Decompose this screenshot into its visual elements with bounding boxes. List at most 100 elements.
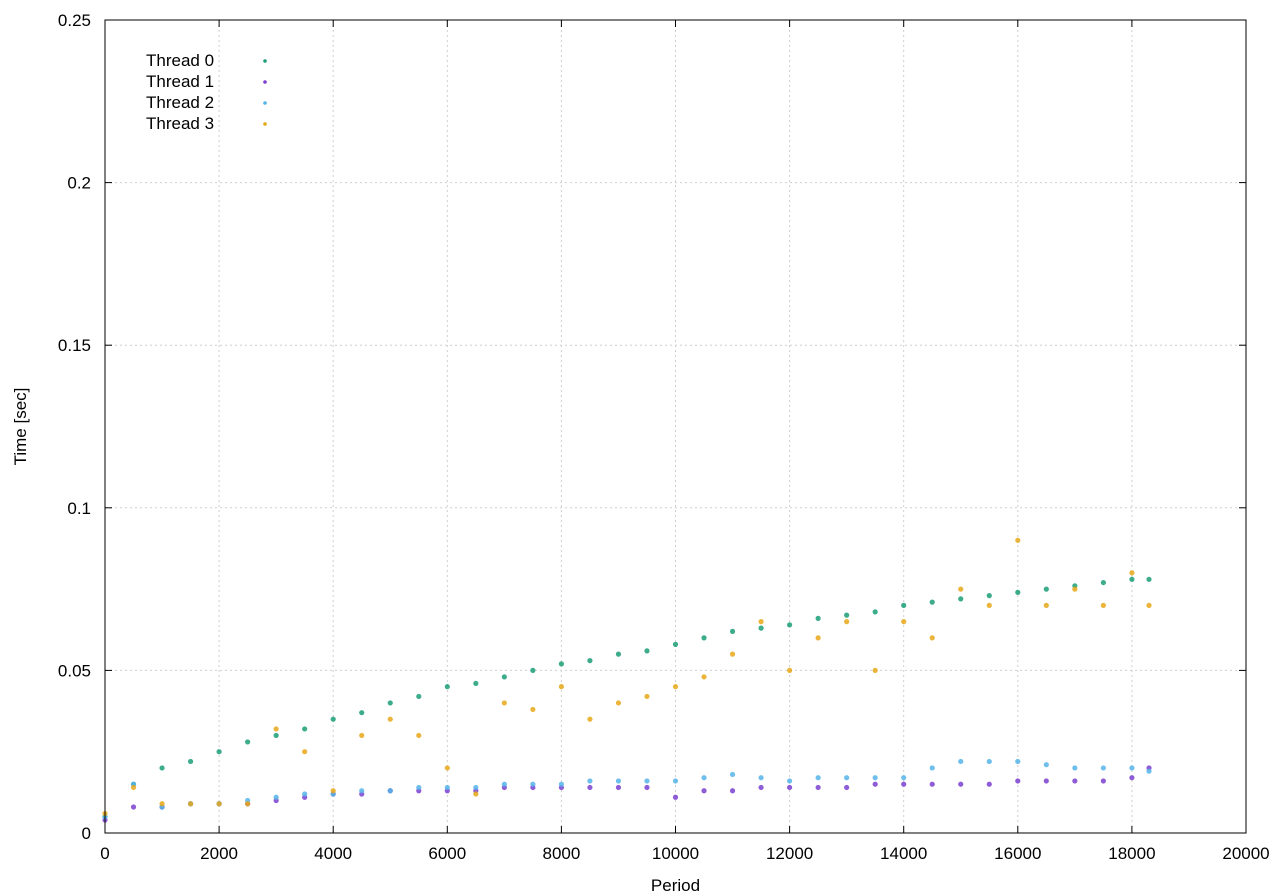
data-point — [844, 775, 850, 781]
x-tick-label: 8000 — [542, 844, 580, 863]
x-tick-label: 4000 — [314, 844, 352, 863]
data-point — [130, 784, 137, 791]
data-point — [615, 700, 622, 706]
data-point — [501, 781, 507, 787]
data-point — [929, 781, 935, 787]
legend: Thread 0 Thread 1 Thread 2 Thread 3 — [146, 51, 267, 133]
data-point — [958, 758, 964, 765]
data-point — [302, 791, 308, 797]
data-point — [787, 622, 793, 628]
data-point — [444, 765, 450, 771]
y-tick-label: 0.05 — [58, 661, 91, 680]
data-point — [929, 765, 935, 771]
data-point — [159, 801, 165, 807]
series-3 — [102, 537, 1152, 817]
data-point — [672, 641, 679, 647]
data-point — [701, 775, 707, 781]
data-point — [615, 651, 622, 657]
data-point — [245, 801, 251, 807]
data-point — [473, 680, 479, 687]
data-point — [1100, 602, 1106, 608]
data-point — [587, 658, 593, 664]
x-tick-label: 12000 — [766, 844, 813, 863]
grid — [105, 20, 1246, 833]
data-point — [416, 732, 422, 739]
data-point — [672, 794, 679, 800]
data-point — [273, 794, 279, 800]
data-point — [330, 716, 336, 722]
data-point — [986, 781, 992, 787]
data-point — [672, 778, 679, 784]
data-point — [901, 619, 907, 625]
legend-label: Thread 0 — [146, 51, 214, 70]
data-point — [1129, 576, 1135, 582]
x-tick-label: 2000 — [200, 844, 238, 863]
data-point — [1100, 765, 1106, 771]
data-point — [558, 781, 565, 787]
data-point — [473, 784, 479, 791]
data-point — [1043, 586, 1049, 592]
data-point — [872, 781, 878, 787]
data-point — [958, 586, 964, 592]
data-point — [587, 784, 593, 791]
data-point — [187, 801, 194, 807]
data-point — [558, 684, 565, 690]
data-point — [501, 674, 507, 680]
y-tick-label: 0.2 — [67, 174, 91, 193]
data-point — [216, 801, 222, 807]
data-point — [273, 726, 279, 732]
series-1 — [102, 765, 1152, 823]
data-point — [416, 784, 422, 791]
data-point — [844, 784, 850, 791]
data-point — [986, 602, 992, 608]
data-point — [701, 635, 707, 641]
data-point — [330, 788, 336, 794]
y-tick-label: 0 — [82, 824, 91, 843]
data-point — [901, 775, 907, 781]
data-point — [815, 615, 821, 621]
data-point — [644, 648, 650, 654]
data-point — [444, 684, 450, 690]
data-point — [729, 651, 736, 657]
data-point — [758, 775, 764, 781]
data-point — [245, 739, 251, 745]
data-point — [787, 778, 793, 784]
data-point — [387, 788, 393, 794]
data-point — [729, 771, 736, 778]
data-point — [1015, 758, 1021, 765]
legend-label: Thread 1 — [146, 72, 214, 91]
data-point — [1129, 765, 1135, 771]
data-point — [758, 619, 764, 625]
y-tick-label: 0.15 — [58, 336, 91, 355]
data-point — [1100, 579, 1106, 586]
data-point — [130, 804, 137, 810]
data-point — [302, 749, 308, 755]
data-point — [615, 784, 622, 791]
data-point — [1146, 768, 1152, 774]
data-point — [815, 775, 821, 781]
x-axis-title: Period — [651, 876, 700, 895]
legend-label: Thread 2 — [146, 93, 214, 112]
data-point — [787, 667, 793, 674]
data-point — [1072, 765, 1078, 771]
data-point — [387, 700, 393, 706]
data-point — [901, 602, 907, 608]
data-point — [958, 596, 964, 602]
data-points — [102, 537, 1152, 823]
x-tick-label: 6000 — [428, 844, 466, 863]
data-point — [729, 628, 736, 634]
data-point — [444, 784, 450, 791]
data-point — [159, 765, 165, 771]
data-point — [701, 788, 707, 794]
data-point — [1043, 602, 1049, 608]
y-tick-label: 0.25 — [58, 11, 91, 30]
data-point — [1072, 586, 1078, 592]
data-point — [302, 726, 308, 732]
data-point — [1015, 537, 1021, 543]
legend-marker — [263, 122, 267, 126]
data-point — [701, 674, 707, 680]
data-point — [1146, 602, 1152, 608]
data-point — [1043, 778, 1049, 784]
x-tick-label: 18000 — [1108, 844, 1155, 863]
data-point — [929, 599, 935, 605]
